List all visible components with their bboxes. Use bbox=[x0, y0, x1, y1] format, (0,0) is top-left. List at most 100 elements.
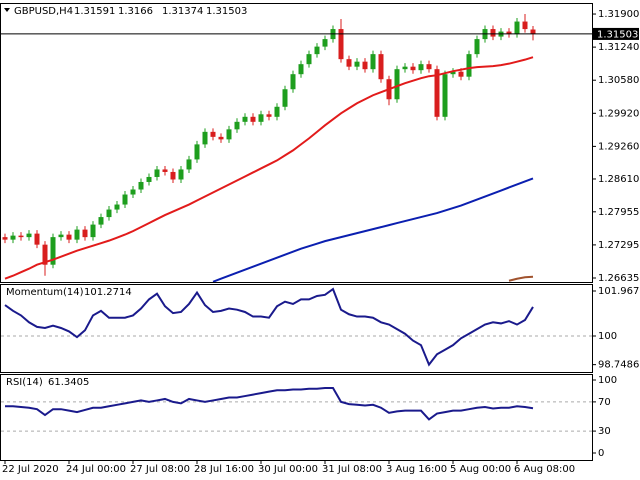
candle-body bbox=[106, 209, 112, 218]
candle-body bbox=[170, 171, 176, 180]
ohlc-open: 1.31591 bbox=[74, 6, 115, 17]
y-tick-label: 1.29260 bbox=[598, 141, 639, 152]
candle-body bbox=[194, 144, 200, 160]
candle-body bbox=[42, 244, 48, 265]
candle-body bbox=[90, 224, 96, 238]
candle-body bbox=[242, 116, 248, 122]
y-tick-label: 70 bbox=[598, 397, 611, 408]
candle-body bbox=[258, 114, 264, 122]
momentum-title: Momentum(14) bbox=[6, 287, 84, 298]
candle-body bbox=[82, 229, 88, 238]
y-tick-label: 100 bbox=[598, 375, 617, 386]
candle-body bbox=[274, 106, 280, 117]
candle-body bbox=[506, 31, 512, 35]
candle-body bbox=[338, 29, 344, 60]
candle-body bbox=[250, 116, 256, 122]
candle-body bbox=[354, 61, 360, 67]
indicator-line bbox=[4, 56, 534, 280]
candle-body bbox=[154, 169, 160, 177]
candle-body bbox=[58, 234, 64, 238]
candle-body bbox=[490, 29, 496, 37]
candle-body bbox=[234, 121, 240, 130]
candle-body bbox=[466, 54, 472, 77]
candle-body bbox=[306, 54, 312, 65]
candle-body bbox=[290, 74, 296, 90]
candle-body bbox=[282, 89, 288, 107]
momentum-value: 101.2714 bbox=[84, 287, 132, 298]
candle-body bbox=[450, 71, 456, 75]
y-tick-label: 30 bbox=[598, 426, 611, 437]
x-tick-label: 3 Aug 16:00 bbox=[386, 464, 447, 475]
rsi-panel-frame bbox=[0, 374, 593, 461]
candle-body bbox=[98, 217, 104, 225]
indicator-line bbox=[212, 177, 534, 282]
x-tick-label: 30 Jul 00:00 bbox=[258, 464, 318, 475]
y-tick-label: 1.27295 bbox=[598, 240, 639, 251]
candle-body bbox=[50, 237, 56, 265]
y-tick-label: 100 bbox=[598, 331, 617, 342]
y-tick-label: 98.7486 bbox=[598, 360, 639, 371]
candle-body bbox=[522, 21, 528, 30]
ohlc-low: 1.31374 bbox=[162, 6, 203, 17]
candle-body bbox=[266, 114, 272, 117]
symbol-title: GBPUSD,H4 bbox=[14, 6, 73, 17]
ohlc-high: 1.3166 bbox=[118, 6, 153, 17]
symbol-menu-icon bbox=[4, 8, 10, 12]
candle-body bbox=[378, 54, 384, 80]
candle-body bbox=[122, 194, 128, 205]
candle-body bbox=[210, 131, 216, 137]
indicator-line bbox=[4, 287, 534, 367]
rsi-title: RSI(14) bbox=[6, 377, 43, 388]
candle-body bbox=[442, 74, 448, 117]
candle-body bbox=[474, 39, 480, 55]
plot-area bbox=[1, 387, 592, 432]
plot-area bbox=[2, 14, 536, 282]
candle-body bbox=[434, 69, 440, 117]
candle-body bbox=[418, 64, 424, 71]
candle-body bbox=[186, 159, 192, 170]
price-panel-frame bbox=[0, 3, 593, 283]
indicator-line bbox=[5, 387, 534, 421]
x-tick-label: 22 Jul 2020 bbox=[2, 464, 59, 475]
candle-body bbox=[66, 234, 72, 240]
candle-body bbox=[146, 176, 152, 182]
candle-body bbox=[202, 131, 208, 145]
candle-body bbox=[314, 46, 320, 55]
candle-body bbox=[514, 21, 520, 35]
candle-body bbox=[34, 233, 40, 245]
candle-body bbox=[426, 64, 432, 70]
indicator-line bbox=[508, 275, 534, 282]
candle-body bbox=[26, 233, 32, 238]
plot-area bbox=[1, 287, 592, 367]
candle-body bbox=[2, 237, 8, 240]
candle-body bbox=[74, 229, 80, 240]
candle-body bbox=[362, 61, 368, 70]
candle-body bbox=[10, 235, 16, 240]
y-tick-label: 1.30580 bbox=[598, 75, 639, 86]
x-tick-label: 6 Aug 08:00 bbox=[514, 464, 575, 475]
ohlc-close: 1.31503 bbox=[206, 6, 247, 17]
current-price-box bbox=[593, 27, 639, 40]
candle-body bbox=[370, 54, 376, 70]
momentum-panel-frame bbox=[0, 284, 593, 373]
y-tick-label: 1.31900 bbox=[598, 9, 639, 20]
candle-body bbox=[346, 59, 352, 67]
candle-body bbox=[394, 69, 400, 100]
x-tick-label: 5 Aug 00:00 bbox=[450, 464, 511, 475]
rsi-value: 61.3405 bbox=[48, 377, 89, 388]
x-tick-label: 27 Jul 08:00 bbox=[130, 464, 190, 475]
y-tick-label: 1.26635 bbox=[598, 273, 639, 284]
candle-body bbox=[322, 39, 328, 47]
candle-body bbox=[410, 66, 416, 71]
candle-body bbox=[402, 66, 408, 70]
candle-body bbox=[458, 71, 464, 77]
y-tick-label: 1.29920 bbox=[598, 108, 639, 119]
candle-body bbox=[226, 129, 232, 140]
y-tick-label: 1.27955 bbox=[598, 207, 639, 218]
x-tick-label: 28 Jul 16:00 bbox=[194, 464, 254, 475]
y-tick-label: 1.31240 bbox=[598, 42, 639, 53]
candle-body bbox=[162, 169, 168, 172]
y-tick-label: 101.967 bbox=[598, 286, 639, 297]
x-tick-label: 24 Jul 00:00 bbox=[66, 464, 126, 475]
